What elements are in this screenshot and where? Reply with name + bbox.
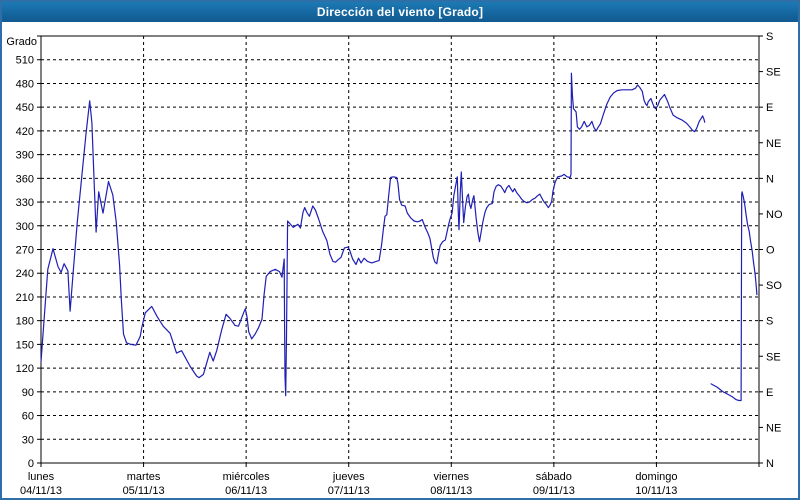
compass-label-270: O (766, 245, 775, 257)
compass-label-315: NO (766, 209, 783, 221)
day-name-label-0: lunes (28, 471, 55, 483)
y-axis-label-90: 90 (22, 387, 34, 399)
day-date-label-0: 04/11/13 (20, 485, 62, 497)
day-name-label-3: jueves (332, 471, 365, 483)
y-axis-label-0: 0 (28, 458, 34, 470)
compass-label-180: S (766, 316, 773, 328)
compass-label-405: NE (766, 138, 781, 150)
wind-direction-chart: 0 30 60 90 120 150 180 210 240 270 300 330 360 390 420… (6, 31, 783, 497)
day-name-label-1: martes (127, 471, 161, 483)
y-axis-label-180: 180 (16, 316, 34, 328)
compass-label-135: SE (766, 351, 781, 363)
y-axis-label-480: 480 (16, 78, 34, 90)
day-name-label-5: sábado (536, 471, 572, 483)
compass-label-45: NE (766, 422, 781, 434)
y-axis-label-60: 60 (22, 411, 34, 423)
compass-label-360: N (766, 173, 774, 185)
compass-label-450: E (766, 102, 773, 114)
y-axis-label-330: 330 (16, 197, 34, 209)
day-date-label-1: 05/11/13 (123, 485, 165, 497)
gridlines (41, 36, 759, 463)
y-axis-label-270: 270 (16, 245, 34, 257)
title-bar: Dirección del viento [Grado] (2, 2, 798, 22)
y-axis-label-510: 510 (16, 55, 34, 67)
wind-direction-line-segment-0 (40, 72, 706, 397)
compass-label-90: E (766, 387, 773, 399)
plot-border (40, 35, 760, 464)
day-date-label-5: 09/11/13 (533, 485, 575, 497)
day-name-label-4: viernes (434, 471, 470, 483)
chart-title: Dirección del viento [Grado] (316, 5, 484, 19)
compass-label-540: S (766, 31, 773, 43)
y-axis-label-420: 420 (16, 126, 34, 138)
y-axis-label-120: 120 (16, 363, 34, 375)
y-axis-label-240: 240 (16, 268, 34, 280)
wind-direction-line-segment-1 (710, 191, 758, 402)
y-axis-label-390: 390 (16, 150, 34, 162)
y-axis-label-30: 30 (22, 434, 34, 446)
compass-label-225: SO (766, 280, 782, 292)
day-name-label-6: domingo (635, 471, 677, 483)
y-axis-title: Grado (6, 36, 37, 48)
day-name-label-2: miércoles (223, 471, 271, 483)
axis-ticks (37, 35, 763, 467)
compass-label-495: SE (766, 67, 781, 79)
day-date-label-2: 06/11/13 (225, 485, 267, 497)
compass-label-0: N (766, 458, 774, 470)
y-axis-label-300: 300 (16, 221, 34, 233)
y-axis-label-210: 210 (16, 292, 34, 304)
day-date-label-4: 08/11/13 (430, 485, 472, 497)
day-date-label-6: 10/11/13 (635, 485, 677, 497)
y-axis-label-450: 450 (16, 102, 34, 114)
y-axis-label-150: 150 (16, 339, 34, 351)
y-axis-label-360: 360 (16, 173, 34, 185)
day-date-label-3: 07/11/13 (328, 485, 370, 497)
